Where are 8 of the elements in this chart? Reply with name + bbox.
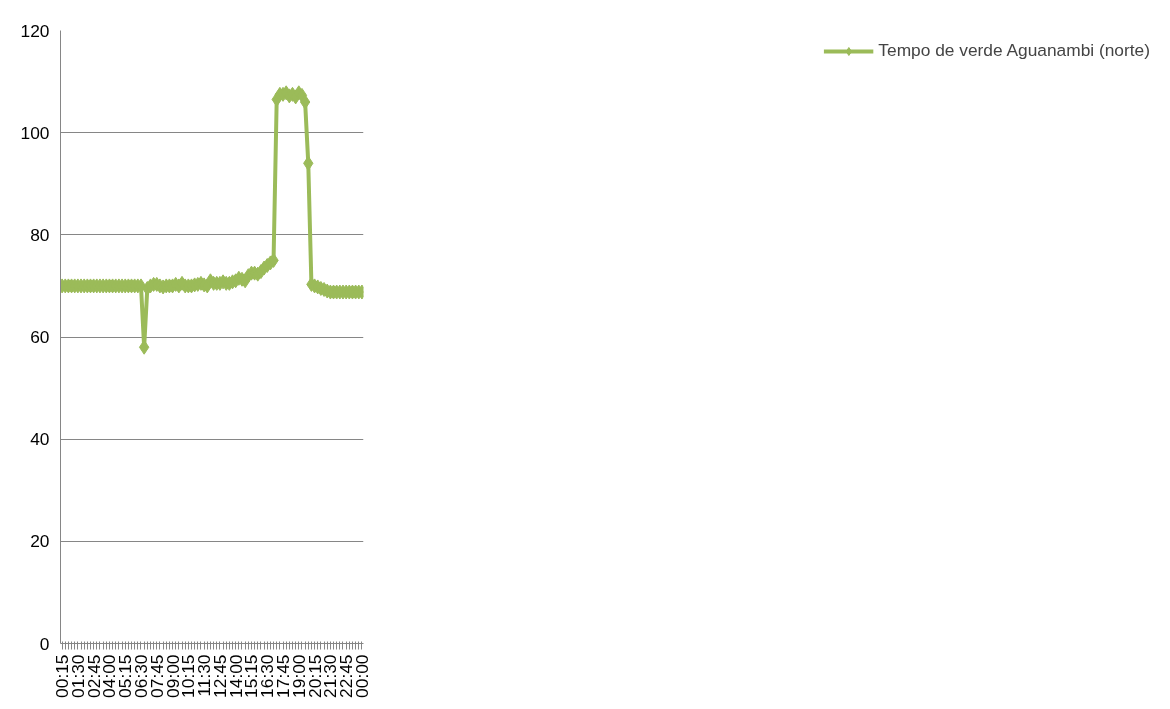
- y-tick-label: 40: [30, 429, 50, 450]
- y-tick-label: 100: [20, 122, 50, 143]
- legend-label: Tempo de verde Aguanambi (norte): [878, 40, 1150, 61]
- y-tick-label: 20: [30, 531, 50, 552]
- y-tick-label: 0: [39, 633, 50, 654]
- y-tick-label: 60: [30, 327, 50, 347]
- y-tick-label: 80: [30, 224, 50, 245]
- y-tick-label: 120: [20, 20, 50, 41]
